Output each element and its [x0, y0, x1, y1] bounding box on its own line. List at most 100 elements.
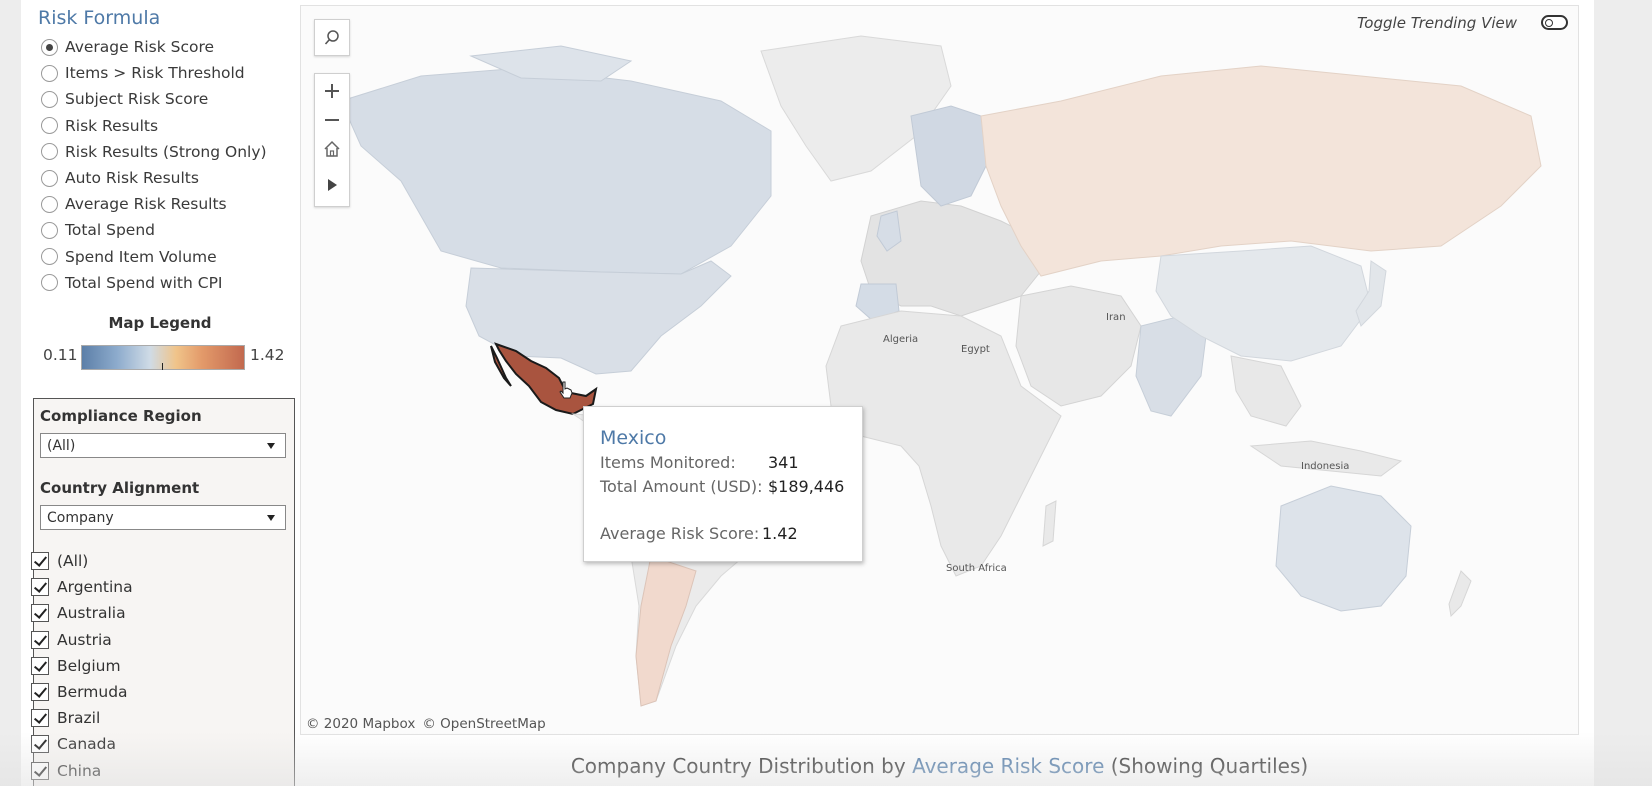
map-label-algeria: Algeria [883, 334, 918, 345]
scandinavia-shape[interactable] [910, 105, 992, 207]
country-tooltip: Mexico Items Monitored: 341 Total Amount… [583, 406, 863, 562]
radio-button[interactable] [41, 117, 58, 135]
map-search-button[interactable] [314, 19, 350, 56]
country-option[interactable]: China [31, 758, 133, 784]
country-option[interactable]: Brazil [31, 705, 133, 731]
map-legend-title: Map Legend [108, 314, 212, 332]
country-label: Australia [57, 604, 126, 623]
map-label-iran: Iran [1106, 312, 1126, 323]
middle-east-shape[interactable] [1015, 285, 1142, 407]
radio-label: Risk Results [65, 116, 159, 135]
hand-cursor-icon [559, 381, 573, 399]
radio-button[interactable] [41, 248, 58, 266]
japan-shape[interactable] [1355, 260, 1387, 327]
australia-shape[interactable] [1275, 485, 1412, 612]
country-option[interactable]: Austria [31, 627, 133, 653]
radio-option[interactable]: Risk Results [41, 113, 267, 139]
country-option[interactable]: Bermuda [31, 679, 133, 705]
checkbox[interactable] [31, 709, 49, 728]
left-margin [0, 0, 21, 786]
new-zealand-shape [1448, 570, 1472, 618]
radio-label: Average Risk Score [65, 38, 215, 57]
map-zoom-controls [314, 73, 350, 207]
checkbox[interactable] [31, 604, 49, 623]
radio-button[interactable] [41, 38, 58, 56]
tooltip-amount-value: $189,446 [768, 477, 845, 496]
zoom-out-icon[interactable] [315, 106, 349, 134]
country-option[interactable]: Australia [31, 600, 133, 626]
radio-label: Total Spend [65, 221, 156, 240]
toggle-trending-switch[interactable] [1541, 15, 1568, 30]
world-map[interactable]: Algeria Egypt Iran Indonesia South Afric… [300, 5, 1579, 735]
usa-shape[interactable] [465, 260, 732, 375]
map-attribution: © 2020 Mapbox © OpenStreetMap [306, 716, 553, 732]
china-shape[interactable] [1155, 245, 1372, 362]
argentina-shape[interactable] [635, 555, 697, 707]
radio-button[interactable] [41, 274, 58, 292]
radio-option[interactable]: Total Spend with CPI [41, 270, 267, 296]
country-label: Bermuda [57, 683, 128, 702]
radio-button[interactable] [41, 90, 58, 108]
osm-attribution[interactable]: © OpenStreetMap [422, 716, 546, 732]
checkbox[interactable] [31, 683, 49, 702]
chevron-down-icon [267, 443, 275, 449]
tooltip-items-value: 341 [768, 453, 799, 472]
right-margin [1594, 0, 1652, 786]
radio-button[interactable] [41, 143, 58, 161]
checkbox[interactable] [31, 761, 49, 780]
russia-shape[interactable] [980, 65, 1542, 277]
toggle-trending-label: Toggle Trending View [1357, 14, 1518, 32]
zoom-in-icon[interactable] [315, 77, 349, 105]
radio-option[interactable]: Auto Risk Results [41, 165, 267, 191]
checkbox[interactable] [31, 552, 49, 571]
legend-min-value: 0.11 [43, 346, 78, 364]
country-option[interactable]: Canada [31, 731, 133, 757]
radio-option[interactable]: Spend Item Volume [41, 244, 267, 270]
arctic-islands-shape [469, 45, 633, 82]
country-checklist: (All) Argentina Australia Austria Belgiu… [31, 548, 133, 784]
filter-panel: Compliance Region (All) Country Alignmen… [33, 398, 295, 786]
checkbox[interactable] [31, 656, 49, 675]
indonesia-shape[interactable] [1249, 440, 1403, 477]
country-option[interactable]: Belgium [31, 653, 133, 679]
madagascar-shape [1042, 500, 1057, 547]
checkbox[interactable] [31, 735, 49, 754]
radio-option[interactable]: Items > Risk Threshold [41, 60, 267, 86]
greenland-shape[interactable] [760, 35, 952, 182]
radio-label: Average Risk Results [65, 195, 227, 214]
radio-button[interactable] [41, 221, 58, 239]
checkbox[interactable] [31, 578, 49, 597]
checkbox[interactable] [31, 630, 49, 649]
play-icon[interactable] [315, 171, 349, 199]
home-icon[interactable] [315, 135, 349, 163]
compliance-region-dropdown[interactable]: (All) [40, 433, 286, 458]
radio-option[interactable]: Average Risk Score [41, 34, 267, 60]
country-alignment-dropdown[interactable]: Company [40, 505, 286, 530]
radio-option[interactable]: Total Spend [41, 217, 267, 243]
canada-shape[interactable] [340, 67, 772, 275]
radio-button[interactable] [41, 195, 58, 213]
country-option[interactable]: Argentina [31, 574, 133, 600]
search-icon[interactable] [315, 24, 349, 52]
mapbox-attribution[interactable]: © 2020 Mapbox [306, 716, 416, 732]
radio-option[interactable]: Average Risk Results [41, 191, 267, 217]
radio-label: Spend Item Volume [65, 247, 217, 266]
country-label: China [57, 761, 102, 780]
radio-label: Risk Results (Strong Only) [65, 142, 267, 161]
radio-label: Auto Risk Results [65, 169, 199, 188]
map-label-egypt: Egypt [961, 344, 990, 355]
country-label: Austria [57, 630, 112, 649]
radio-option[interactable]: Risk Results (Strong Only) [41, 139, 267, 165]
legend-color-ramp [81, 345, 245, 370]
country-option[interactable]: (All) [31, 548, 133, 574]
title-prefix: Company Country Distribution by [570, 754, 913, 778]
title-metric: Average Risk Score [912, 754, 1105, 778]
compliance-region-value: (All) [47, 437, 76, 454]
radio-button[interactable] [41, 169, 58, 187]
tooltip-amount-label: Total Amount (USD): [600, 477, 763, 496]
radio-button[interactable] [41, 64, 58, 82]
radio-option[interactable]: Subject Risk Score [41, 86, 267, 112]
chevron-down-icon [267, 515, 275, 521]
uk-shape[interactable] [876, 210, 902, 252]
map-label-south-africa: South Africa [946, 563, 1007, 574]
